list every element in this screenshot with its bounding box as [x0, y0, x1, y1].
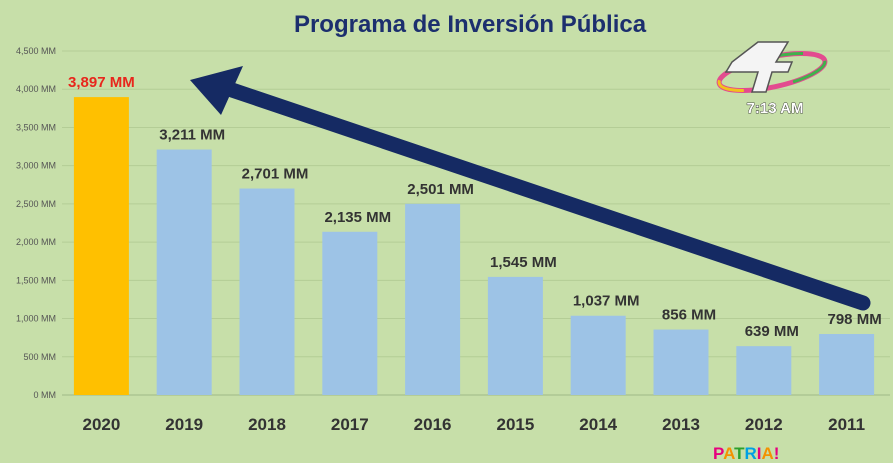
bar-2011	[819, 333, 875, 395]
y-tick-label: 1,500 MM	[16, 275, 56, 285]
bar-2020	[73, 97, 129, 395]
data-label-2017: 2,135 MM	[324, 209, 391, 226]
y-tick-label: 2,000 MM	[16, 237, 56, 247]
category-label-2017: 2017	[331, 415, 369, 434]
canal-4-logo	[716, 41, 828, 93]
chart-bars	[73, 97, 875, 395]
data-label-2011: 798 MM	[828, 311, 882, 328]
bar-2012	[736, 346, 792, 395]
bar-2017	[322, 231, 378, 395]
data-label-2018: 2,701 MM	[242, 166, 309, 183]
y-tick-label: 3,000 MM	[16, 161, 56, 171]
y-tick-label: 1,000 MM	[16, 314, 56, 324]
y-tick-label: 4,000 MM	[16, 84, 56, 94]
category-label-2019: 2019	[165, 415, 203, 434]
data-label-2019: 3,211 MM	[159, 127, 225, 144]
category-label-2018: 2018	[248, 415, 286, 434]
y-tick-label: 4,500 MM	[16, 46, 56, 56]
trend-arrow	[190, 66, 871, 311]
data-label-2014: 1,037 MM	[573, 293, 640, 310]
bar-2013	[653, 329, 709, 395]
category-label-2012: 2012	[745, 415, 783, 434]
category-label-2020: 2020	[82, 415, 120, 434]
category-label-2015: 2015	[496, 415, 534, 434]
bar-2018	[239, 188, 295, 395]
bar-2015	[487, 276, 543, 395]
category-label-2013: 2013	[662, 415, 700, 434]
category-label-2016: 2016	[414, 415, 452, 434]
y-tick-label: 500 MM	[23, 352, 56, 362]
broadcast-time: 7:13 AM	[747, 100, 804, 117]
data-label-2016: 2,501 MM	[407, 181, 474, 198]
data-labels: 3,897 MM 3,211 MM 2,701 MM 2,135 MM 2,501 MM…	[68, 74, 882, 340]
data-label-2013: 856 MM	[662, 307, 716, 324]
y-tick-label: 0 MM	[34, 390, 57, 400]
bar-2019	[156, 149, 212, 395]
bar-2016	[405, 203, 461, 395]
chart-title: Programa de Inversión Pública	[294, 11, 647, 38]
data-label-2012: 639 MM	[745, 323, 799, 340]
y-tick-label: 3,500 MM	[16, 122, 56, 132]
x-axis-categories: 2020 2019 2018 2017 2016 2015 2014 2013 2012 2011	[82, 415, 865, 434]
patria-watermark: PATRIA!	[713, 444, 779, 463]
y-tick-label: 2,500 MM	[16, 199, 56, 209]
y-axis-ticks: 0 MM 500 MM 1,000 MM 1,500 MM 2,000 MM 2,500 …	[16, 46, 56, 400]
category-label-2011: 2011	[828, 415, 865, 434]
category-label-2014: 2014	[579, 415, 617, 434]
data-label-2020: 3,897 MM	[68, 74, 135, 91]
data-label-2015: 1,545 MM	[490, 254, 557, 271]
bar-2014	[570, 315, 626, 395]
